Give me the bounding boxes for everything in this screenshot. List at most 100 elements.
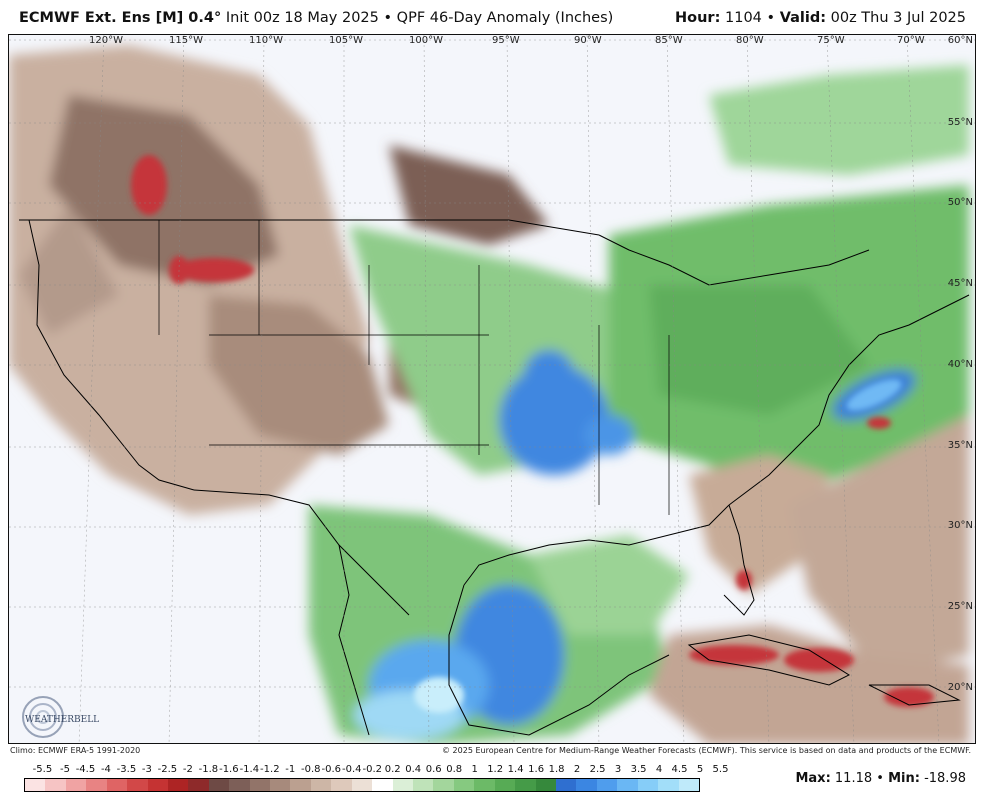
legend-label: 1.2	[487, 764, 504, 775]
latitude-label: 45°N	[947, 278, 973, 289]
legend-swatch	[576, 779, 597, 791]
longitude-label: 70°W	[897, 35, 925, 46]
legend-swatch	[331, 779, 352, 791]
legend-swatch	[25, 779, 46, 791]
map-title: ECMWF Ext. Ens [M] 0.4° Init 00z 18 May …	[19, 10, 613, 26]
longitude-label: 105°W	[329, 35, 363, 46]
legend-swatch	[86, 779, 107, 791]
legend-label: -1.6	[219, 764, 239, 775]
longitude-label: 80°W	[736, 35, 764, 46]
latitude-label: 55°N	[947, 117, 973, 128]
legend-label: -4	[100, 764, 111, 775]
legend-label: -0.6	[321, 764, 342, 775]
mexico-gulf-coast	[448, 584, 670, 736]
east-coast	[728, 294, 970, 506]
legend-swatch	[392, 779, 414, 791]
longitude-label: 95°W	[492, 35, 520, 46]
color-legend: -5.5 -5 -4.5 -4 -3.5 -3 -2.5 -2 -1.8 -1.6 -1.4 -1.2…	[24, 764, 729, 794]
latitude-label: 20°N	[947, 682, 973, 693]
legend-swatch	[229, 779, 250, 791]
legend-swatch	[249, 779, 271, 791]
longitude-label: 100°W	[409, 35, 443, 46]
legend-swatch	[678, 779, 699, 791]
legend-label: -3	[141, 764, 152, 775]
legend-label: 0.8	[446, 764, 463, 775]
legend-label: -1.8	[198, 764, 219, 775]
legend-label: -3.5	[116, 764, 137, 775]
latitude-label: 50°N	[947, 197, 973, 208]
legend-label: 0.4	[405, 764, 422, 775]
model-name: ECMWF Ext. Ens [M] 0.4	[19, 10, 214, 26]
legend-swatch	[45, 779, 66, 791]
legend-label: -0.2	[362, 764, 382, 775]
legend-label: 2.5	[589, 764, 606, 775]
longitude-label: 90°W	[574, 35, 602, 46]
legend-label: -2.5	[157, 764, 178, 775]
graticule	[9, 35, 975, 743]
legend-label: 5.5	[712, 764, 729, 775]
legend-swatch	[188, 779, 209, 791]
degree-symbol: °	[214, 10, 222, 26]
legend-swatch	[596, 779, 618, 791]
legend-label: -2	[182, 764, 193, 775]
climo-credit: Climo: ECMWF ERA-5 1991-2020	[10, 746, 141, 755]
legend-swatch	[290, 779, 311, 791]
legend-label: 0.6	[425, 764, 442, 775]
legend-swatch	[433, 779, 454, 791]
logo-text: WEATHERBELL	[25, 715, 99, 725]
weatherbell-logo: WEATHERBELL	[15, 695, 105, 739]
legend-label: 1	[471, 764, 478, 775]
legend-swatch	[208, 779, 230, 791]
legend-label: 2	[573, 764, 581, 775]
legend-swatch	[65, 779, 87, 791]
legend-swatch	[617, 779, 638, 791]
us-canada-border	[19, 219, 600, 236]
legend-label: 4.5	[671, 764, 688, 775]
legend-label: 3.5	[630, 764, 647, 775]
state-lines	[158, 220, 670, 515]
legend-swatch	[413, 779, 434, 791]
legend-swatch	[167, 779, 189, 791]
legend-swatch	[658, 779, 679, 791]
init-time: Init 00z 18 May 2025	[225, 10, 379, 26]
legend-label: 1.6	[528, 764, 545, 775]
valid-label: Valid:	[779, 10, 827, 26]
anomaly-field	[9, 45, 969, 743]
legend-bar	[24, 778, 700, 792]
map-canvas	[9, 35, 975, 743]
longitude-label: 110°W	[249, 35, 283, 46]
longitude-label: 85°W	[655, 35, 683, 46]
longitude-label: 75°W	[817, 35, 845, 46]
min-label: Min:	[888, 771, 920, 786]
gulf-coast	[463, 504, 730, 586]
legend-label: 3	[614, 764, 622, 775]
legend-swatch	[270, 779, 291, 791]
legend-swatch	[637, 779, 659, 791]
latitude-label: 35°N	[947, 440, 973, 451]
separator: •	[876, 771, 884, 786]
precip-anomaly-map: 120°W 115°W 110°W 105°W 100°W 95°W 90°W …	[8, 34, 976, 744]
legend-swatch	[147, 779, 168, 791]
latitude-label: 40°N	[947, 359, 973, 370]
legend-label: 4	[655, 764, 663, 775]
hour-value: 1104	[725, 10, 762, 26]
ecmwf-copyright: © 2025 European Centre for Medium-Range …	[442, 746, 971, 755]
legend-label: -1.2	[260, 764, 280, 775]
valid-value: 00z Thu 3 Jul 2025	[830, 10, 966, 26]
header: ECMWF Ext. Ens [M] 0.4° Init 00z 18 May …	[0, 0, 984, 34]
legend-label: 0.2	[384, 764, 401, 775]
legend-labels: -5.5 -5 -4.5 -4 -3.5 -3 -2.5 -2 -1.8 -1.6 -1.4 -1.2…	[24, 764, 729, 777]
legend-label: -4.5	[75, 764, 96, 775]
legend-label: 1.8	[548, 764, 565, 775]
max-label: Max:	[795, 771, 831, 786]
hour-label: Hour:	[675, 10, 721, 26]
legend-swatch	[453, 779, 475, 791]
legend-swatch	[474, 779, 495, 791]
legend-label: 1.4	[507, 764, 524, 775]
legend-swatch	[310, 779, 332, 791]
legend-swatch	[351, 779, 373, 791]
legend-swatch	[372, 779, 393, 791]
legend-label: -0.8	[301, 764, 321, 775]
max-min-stats: Max: 11.18 • Min: -18.98	[795, 771, 966, 786]
legend-label: -1	[285, 764, 296, 775]
